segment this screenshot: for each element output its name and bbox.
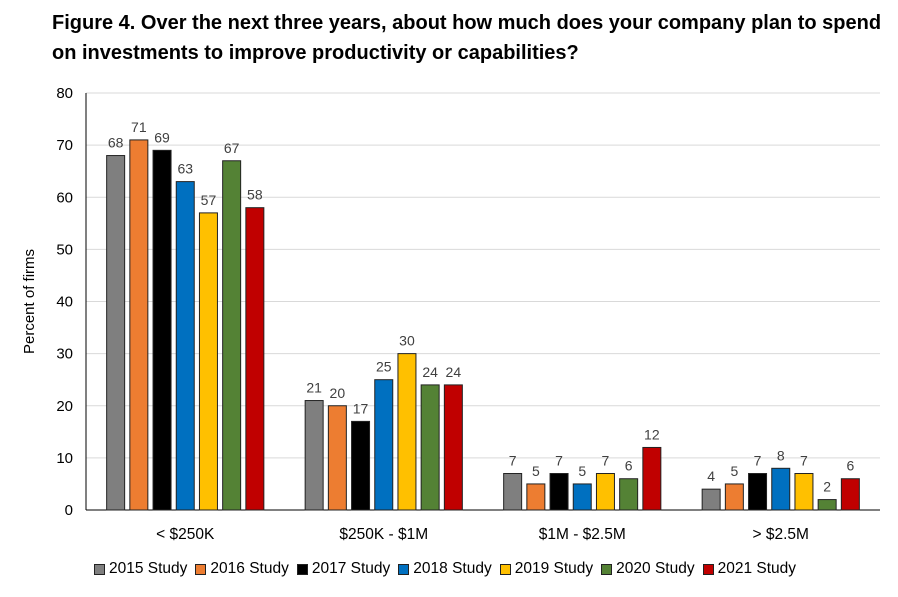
legend-label: 2017 Study bbox=[311, 560, 391, 577]
legend-item: 2015 Study bbox=[93, 560, 188, 578]
bar bbox=[572, 483, 592, 511]
bar bbox=[840, 478, 860, 511]
x-tick-label: $1M - $2.5M bbox=[539, 526, 626, 543]
legend-label: 2015 Study bbox=[108, 560, 188, 577]
bar bbox=[129, 139, 149, 511]
legend-swatch bbox=[93, 563, 105, 575]
data-label: 4 bbox=[707, 468, 715, 484]
x-tick-label: < $250K bbox=[156, 526, 215, 543]
legend-item: 2021 Study bbox=[702, 560, 797, 578]
data-label: 58 bbox=[247, 187, 263, 203]
y-tick-label: 30 bbox=[56, 346, 73, 363]
legend-label: 2018 Study bbox=[413, 560, 492, 577]
bar bbox=[724, 483, 744, 511]
bar bbox=[374, 379, 394, 511]
data-label: 63 bbox=[177, 161, 193, 177]
legend-item: 2016 Study bbox=[195, 560, 289, 578]
legend-swatch bbox=[702, 563, 714, 575]
data-label: 2 bbox=[823, 479, 831, 495]
bar bbox=[748, 473, 768, 511]
legend-label: 2019 Study bbox=[514, 560, 594, 577]
data-label: 21 bbox=[306, 380, 322, 396]
bar bbox=[817, 499, 837, 511]
bar bbox=[526, 483, 546, 511]
y-tick-label: 10 bbox=[56, 450, 73, 467]
bar bbox=[304, 400, 324, 511]
x-tick-label: > $2.5M bbox=[753, 526, 809, 543]
data-label: 5 bbox=[730, 463, 738, 479]
bar bbox=[420, 384, 440, 511]
bar bbox=[771, 467, 791, 511]
legend-item: 2020 Study bbox=[601, 560, 695, 578]
y-tick-label: 50 bbox=[56, 241, 73, 258]
bar bbox=[198, 212, 218, 511]
legend-label: 2020 Study bbox=[616, 560, 695, 577]
bar bbox=[327, 405, 347, 511]
legend-item: 2019 Study bbox=[499, 560, 594, 578]
legend-swatch bbox=[296, 563, 308, 575]
y-axis-label: Percent of firms bbox=[21, 249, 38, 354]
chart-legend: 2015 Study 2016 Study 2017 Study 2018 Study… bbox=[0, 560, 898, 578]
data-label: 69 bbox=[154, 129, 170, 145]
bar bbox=[245, 207, 265, 511]
bar bbox=[397, 353, 417, 511]
x-tick-label: $250K - $1M bbox=[339, 526, 428, 543]
y-tick-label: 80 bbox=[56, 85, 73, 102]
bar bbox=[106, 155, 126, 511]
data-label: 7 bbox=[800, 453, 808, 469]
data-label: 20 bbox=[330, 385, 346, 401]
y-tick-label: 40 bbox=[56, 294, 73, 311]
data-label: 8 bbox=[777, 447, 785, 463]
bar bbox=[222, 160, 242, 511]
data-label: 7 bbox=[754, 453, 762, 469]
bar bbox=[152, 149, 172, 511]
data-label: 5 bbox=[578, 463, 586, 479]
data-label: 7 bbox=[602, 453, 610, 469]
y-tick-label: 20 bbox=[56, 398, 73, 415]
bar bbox=[794, 473, 814, 511]
data-label: 7 bbox=[509, 453, 517, 469]
y-tick-label: 60 bbox=[56, 189, 73, 206]
data-label: 7 bbox=[555, 453, 563, 469]
bar bbox=[443, 384, 463, 511]
legend-swatch bbox=[601, 563, 613, 575]
legend-item: 2017 Study bbox=[296, 560, 391, 578]
legend-item: 2018 Study bbox=[398, 560, 492, 578]
data-label: 67 bbox=[224, 140, 240, 156]
data-label: 57 bbox=[201, 192, 217, 208]
data-label: 24 bbox=[422, 364, 438, 380]
data-label: 24 bbox=[446, 364, 462, 380]
data-label: 68 bbox=[108, 135, 124, 151]
chart-title: Figure 4. Over the next three years, abo… bbox=[52, 12, 882, 64]
bar bbox=[642, 446, 662, 511]
bar bbox=[619, 478, 639, 511]
data-label: 17 bbox=[353, 400, 369, 416]
legend-label: 2016 Study bbox=[210, 560, 289, 577]
bar bbox=[595, 473, 615, 511]
legend-swatch bbox=[195, 563, 207, 575]
legend-label: 2021 Study bbox=[717, 560, 797, 577]
data-label: 30 bbox=[399, 333, 415, 349]
data-label: 71 bbox=[131, 119, 147, 135]
bar bbox=[503, 473, 523, 511]
bar bbox=[549, 473, 569, 511]
bar bbox=[701, 488, 721, 511]
legend-swatch bbox=[398, 563, 410, 575]
data-label: 25 bbox=[376, 359, 392, 375]
data-label: 12 bbox=[644, 426, 660, 442]
data-label: 5 bbox=[532, 463, 540, 479]
y-tick-label: 0 bbox=[65, 502, 73, 519]
data-label: 6 bbox=[846, 458, 854, 474]
bar bbox=[175, 181, 195, 511]
y-tick-label: 70 bbox=[56, 137, 73, 154]
data-label: 6 bbox=[625, 458, 633, 474]
legend-swatch bbox=[499, 563, 511, 575]
bar bbox=[351, 420, 371, 511]
